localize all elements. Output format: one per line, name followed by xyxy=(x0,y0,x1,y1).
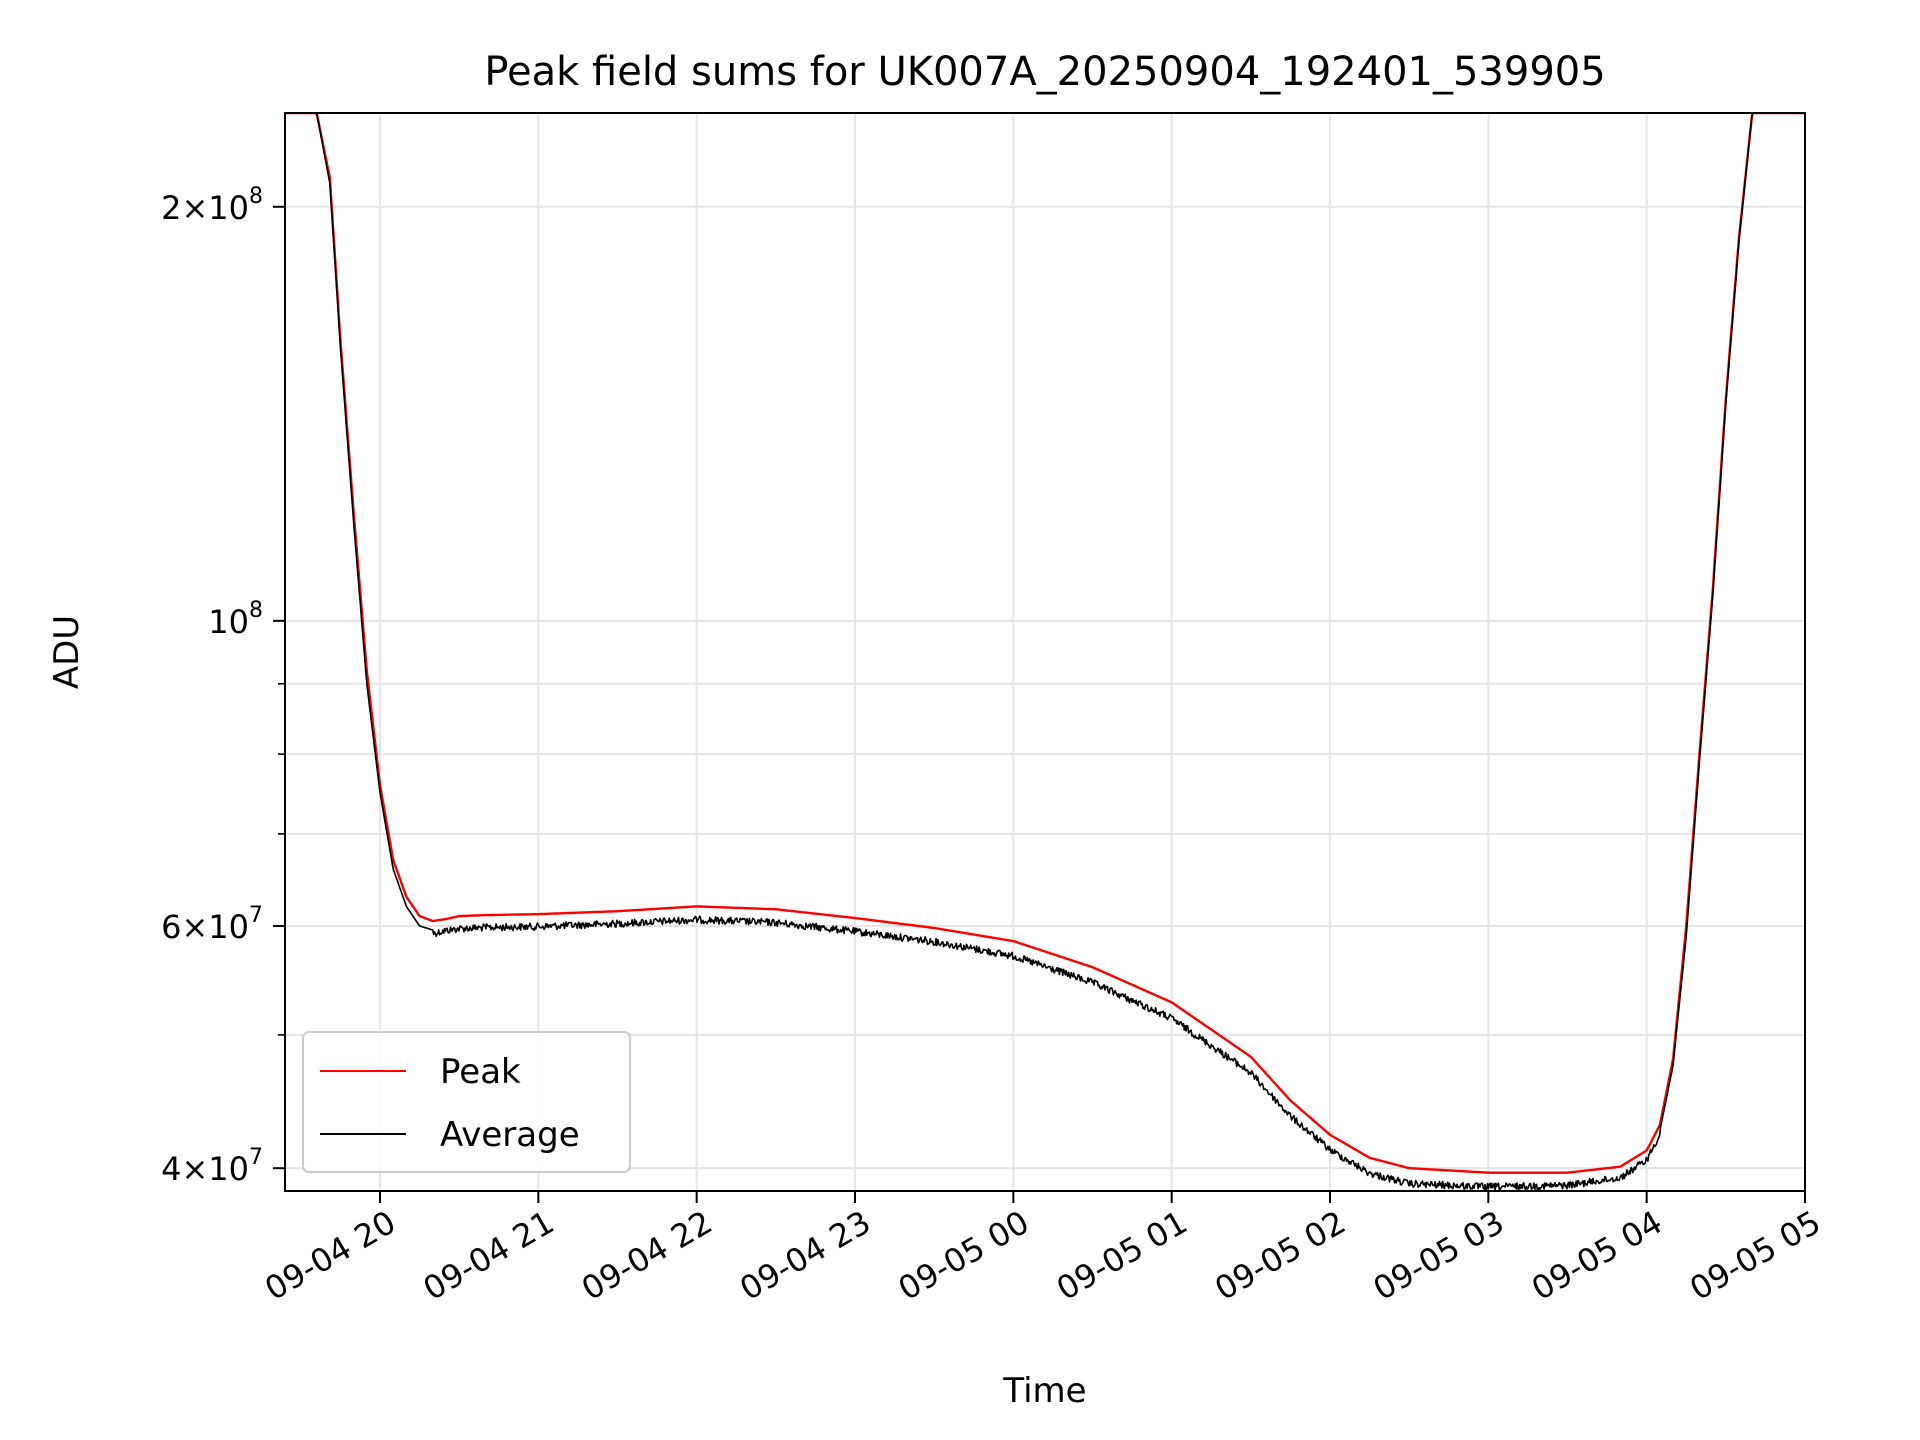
y-tick-label: 4×107 xyxy=(161,1145,263,1188)
legend-box xyxy=(302,1031,631,1173)
legend-label-peak: Peak xyxy=(440,1052,521,1092)
y-axis: 4×107 6×107 108 2×108 xyxy=(161,184,285,1188)
series-line-peak xyxy=(285,113,1805,1174)
x-axis-label: Time xyxy=(1002,1371,1086,1411)
series-line-average xyxy=(285,113,1805,1191)
plot-frame xyxy=(284,112,1806,1192)
y-axis-label: ADU xyxy=(47,615,87,689)
y-tick-label: 108 xyxy=(208,598,263,641)
legend-label-average: Average xyxy=(440,1115,580,1155)
y-tick-label: 6×107 xyxy=(161,903,263,946)
legend: Peak Average xyxy=(302,1031,631,1173)
chart-title: Peak field sums for UK007A_20250904_1924… xyxy=(484,49,1605,95)
series-layer xyxy=(285,113,1805,1191)
y-tick-label: 2×108 xyxy=(161,184,263,227)
